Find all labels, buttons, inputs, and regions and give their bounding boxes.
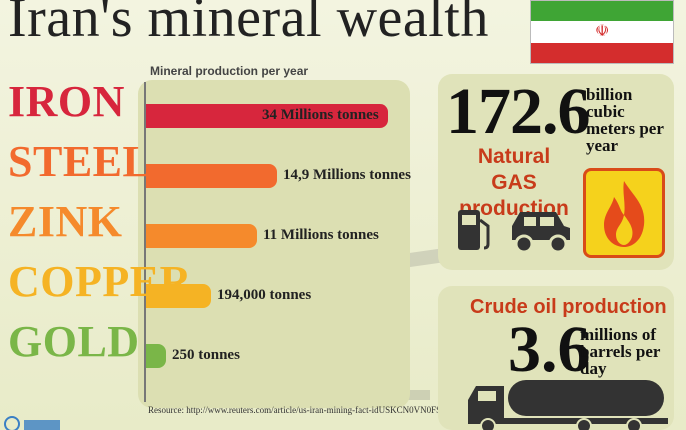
bar-copper xyxy=(146,284,211,308)
bar-value-label-gold: 250 tonnes xyxy=(172,347,240,363)
bar-value-label-copper: 194,000 tonnes xyxy=(217,287,312,303)
bar-iron xyxy=(146,104,388,128)
gas-unit: billion cubic meters per year xyxy=(586,85,664,155)
page-title: Iran's mineral wealth xyxy=(8,0,489,49)
mineral-label-steel: STEEL xyxy=(8,137,153,186)
oil-label: Crude oil production xyxy=(470,296,667,318)
tanker-truck-icon xyxy=(468,380,668,430)
mineral-label-iron: IRON xyxy=(8,77,125,126)
bar-value-label-iron: 34 Millions tonnes xyxy=(262,107,379,123)
chart-axis xyxy=(144,82,146,402)
bar-zink xyxy=(146,224,257,248)
un-logo-icon xyxy=(4,416,60,430)
car-icon xyxy=(512,212,570,254)
mineral-label-zink: ZINK xyxy=(8,197,123,246)
fuel-pump-icon xyxy=(458,210,490,250)
flame-icon xyxy=(583,168,665,258)
bar-value-label-zink: 11 Millions tonnes xyxy=(263,227,379,243)
chart-title: Mineral production per year xyxy=(150,64,309,78)
source-note: Resource: http://www.reuters.com/article… xyxy=(148,405,442,415)
gas-value: 172.6 xyxy=(446,75,590,148)
bar-steel xyxy=(146,164,277,188)
bar-gold xyxy=(146,344,166,368)
oil-unit: millions of barrels per day xyxy=(580,325,661,378)
mineral-label-gold: GOLD xyxy=(8,317,140,366)
bar-value-label-steel: 14,9 Millions tonnes xyxy=(283,167,411,183)
iran-flag-icon: ☫ xyxy=(530,0,674,64)
oil-value: 3.6 xyxy=(508,313,591,386)
